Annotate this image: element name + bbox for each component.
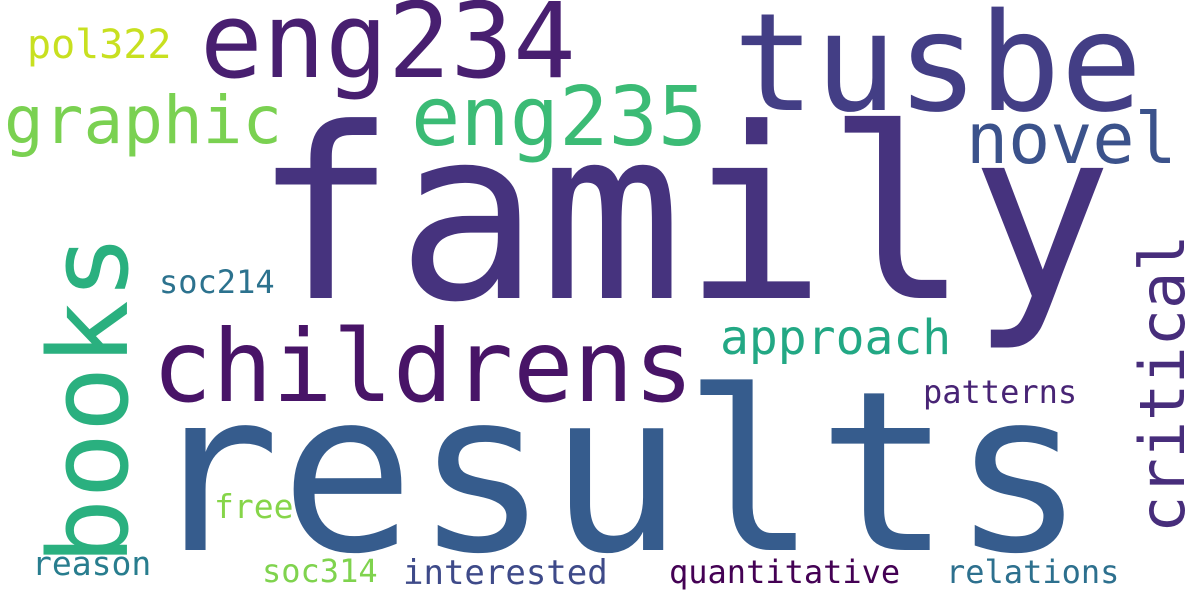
word-relations: relations [946, 553, 1120, 591]
word-approach: approach [720, 310, 952, 366]
word-novel: novel [966, 98, 1177, 180]
word-tusbe: tusbe [733, 0, 1143, 143]
word-books: books [25, 233, 153, 565]
word-patterns: patterns [923, 373, 1078, 411]
word-soc214: soc214 [159, 263, 275, 301]
word-critical: critical [1126, 234, 1199, 533]
word-reason: reason [32, 544, 152, 583]
word-quantitative: quantitative [669, 553, 901, 591]
word-eng235: eng235 [411, 70, 708, 165]
word-childrens: childrens [152, 308, 694, 425]
word-results: results [146, 343, 1086, 600]
word-family: family [253, 78, 1113, 355]
word-eng234: eng234 [200, 0, 576, 102]
word-interested: interested [403, 553, 608, 593]
word-pol322: pol322 [27, 22, 172, 68]
word-soc314: soc314 [262, 552, 378, 590]
word-free: free [214, 487, 294, 526]
word-graphic: graphic [4, 82, 283, 159]
